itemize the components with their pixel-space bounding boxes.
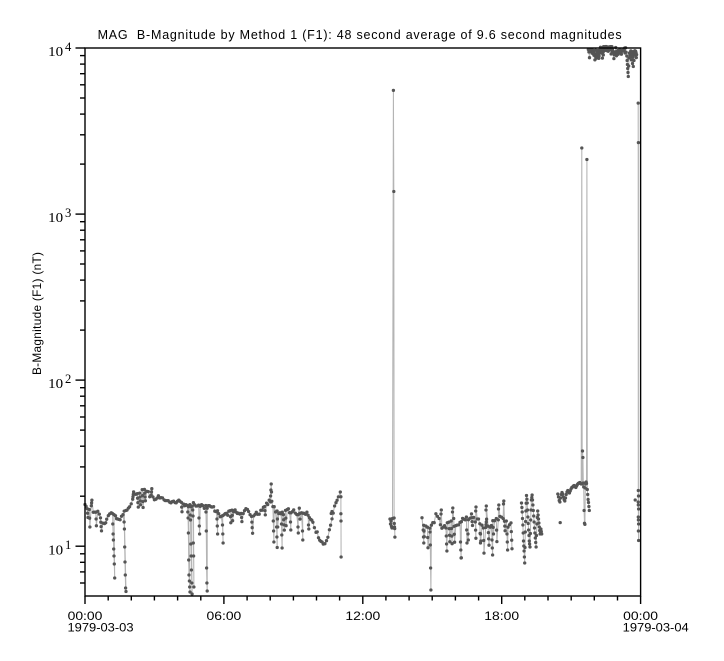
svg-text:1: 1 [65,538,71,552]
svg-text:4: 4 [65,40,72,54]
svg-text:2: 2 [65,372,71,386]
svg-text:00:00: 00:00 [623,609,658,623]
svg-text:MAG B-Magnitude by Method 1 (: MAG B-Magnitude by Method 1 (F1): 48 sec… [98,28,622,42]
svg-text:1979-03-04: 1979-03-04 [623,620,689,634]
svg-text:3: 3 [65,206,71,220]
svg-text:10: 10 [48,210,63,225]
svg-text:1979-03-03: 1979-03-03 [68,620,134,634]
svg-text:B-Magnitude (F1) (nT): B-Magnitude (F1) (nT) [30,252,44,375]
svg-text:10: 10 [48,44,63,59]
svg-text:06:00: 06:00 [207,609,242,623]
svg-text:10: 10 [48,542,63,557]
svg-text:10: 10 [48,376,63,391]
svg-text:00:00: 00:00 [68,609,103,623]
svg-text:12:00: 12:00 [345,609,380,623]
svg-text:18:00: 18:00 [484,609,519,623]
